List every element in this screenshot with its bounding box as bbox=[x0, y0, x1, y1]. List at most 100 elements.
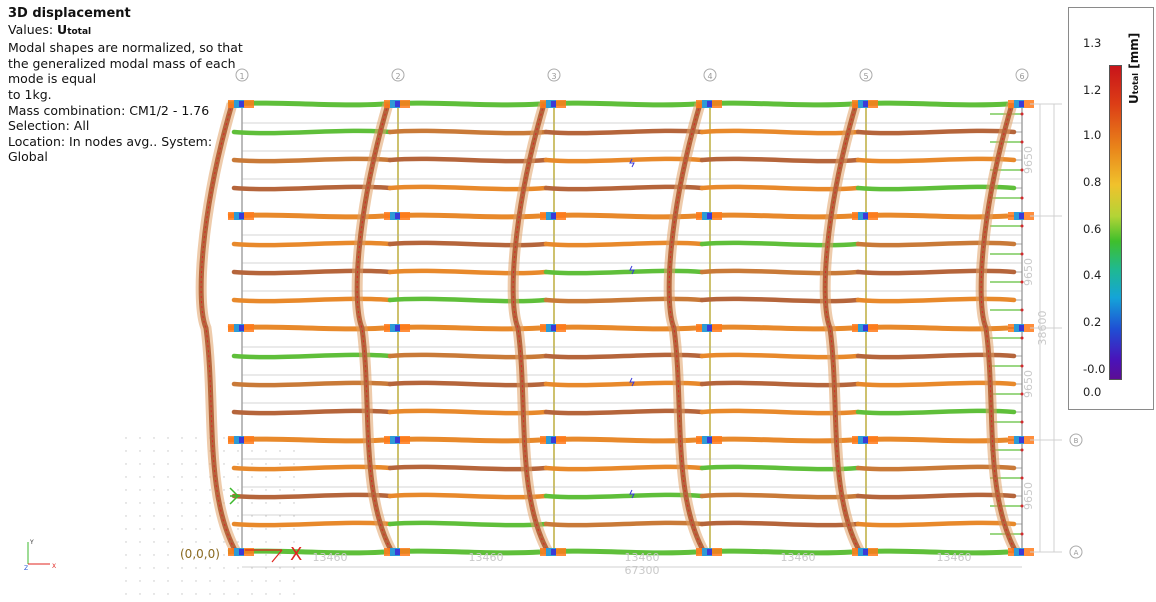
support-node bbox=[551, 549, 556, 555]
grid-dot bbox=[265, 528, 267, 530]
legend-value: 0.2 bbox=[1083, 315, 1102, 329]
deformed-beam bbox=[543, 268, 705, 276]
edge-node bbox=[1020, 392, 1024, 396]
grid-dot bbox=[167, 437, 169, 439]
dimension-lines bbox=[242, 103, 1062, 568]
deformed-beam bbox=[543, 128, 705, 136]
column-marker-1[interactable]: 1 bbox=[235, 68, 249, 82]
grid-dot bbox=[223, 567, 225, 569]
grid-dot bbox=[237, 567, 239, 569]
column-marker-5[interactable]: 5 bbox=[859, 68, 873, 82]
deformed-beam bbox=[699, 408, 861, 416]
column-marker-6[interactable]: 6 bbox=[1015, 68, 1029, 82]
grid-dot bbox=[139, 593, 141, 595]
grid-dot bbox=[251, 489, 253, 491]
grid-dot bbox=[265, 515, 267, 517]
grid-dot bbox=[195, 502, 197, 504]
column-marker-4[interactable]: 4 bbox=[703, 68, 717, 82]
grid-dot bbox=[251, 502, 253, 504]
grid-dot bbox=[181, 541, 183, 543]
support-node bbox=[551, 101, 556, 107]
edge-node bbox=[1020, 224, 1024, 228]
deformed-beam bbox=[855, 240, 1017, 248]
deformed-beam bbox=[231, 520, 393, 528]
grid-dot bbox=[223, 489, 225, 491]
grid-dot bbox=[153, 450, 155, 452]
grid-dot bbox=[195, 580, 197, 582]
column-marker-label: 5 bbox=[863, 72, 868, 81]
deformed-frames bbox=[195, 102, 1021, 555]
column-marker-label: 2 bbox=[395, 72, 400, 81]
grid-dot bbox=[251, 567, 253, 569]
span-label: 13460 bbox=[469, 551, 504, 564]
grid-dot bbox=[237, 593, 239, 595]
legend-title: Utotal [mm] bbox=[1127, 33, 1141, 104]
grid-dot bbox=[153, 593, 155, 595]
deformed-beam bbox=[855, 128, 1017, 136]
edge-node bbox=[1020, 420, 1024, 424]
column-marker-label: 4 bbox=[707, 72, 712, 81]
deformed-beam bbox=[855, 520, 1017, 528]
grid-dot bbox=[237, 580, 239, 582]
grid-dot bbox=[125, 541, 127, 543]
row-marker-b[interactable]: B bbox=[1069, 433, 1083, 447]
grid-dot bbox=[265, 580, 267, 582]
grid-dot bbox=[153, 567, 155, 569]
grid-dot bbox=[209, 528, 211, 530]
deformed-beam bbox=[699, 352, 861, 360]
support-node bbox=[395, 437, 400, 443]
deformed-frame bbox=[666, 103, 707, 554]
deformed-beam bbox=[699, 156, 861, 164]
grid-dot bbox=[265, 450, 267, 452]
grid-dot bbox=[293, 541, 295, 543]
row-marker-label: A bbox=[1074, 549, 1079, 557]
grid-dot bbox=[293, 450, 295, 452]
grid-dot bbox=[181, 593, 183, 595]
total-width-label: 67300 bbox=[625, 564, 660, 577]
grid-dot bbox=[251, 580, 253, 582]
origin-marker[interactable]: (0,0,0) X bbox=[180, 487, 302, 565]
deformed-beam bbox=[387, 408, 549, 416]
grid-dot bbox=[279, 476, 281, 478]
support-node bbox=[395, 325, 400, 331]
deformed-beam bbox=[543, 352, 705, 360]
grid-dot bbox=[167, 476, 169, 478]
vertical-span-label: 9650 bbox=[1022, 370, 1035, 398]
deformed-beam bbox=[855, 492, 1017, 500]
edge-node bbox=[1020, 364, 1024, 368]
column-marker-2[interactable]: 2 bbox=[391, 68, 405, 82]
support-node bbox=[1019, 325, 1024, 331]
grid-dot bbox=[279, 515, 281, 517]
grid-dot bbox=[125, 528, 127, 530]
deformed-beam bbox=[387, 352, 549, 360]
support-node bbox=[239, 213, 244, 219]
span-label: 13460 bbox=[625, 551, 660, 564]
grid-dot bbox=[153, 489, 155, 491]
grid-dot bbox=[139, 463, 141, 465]
deformed-beam bbox=[231, 128, 393, 136]
deformed-beam bbox=[699, 520, 861, 528]
row-marker-a[interactable]: A bbox=[1069, 545, 1083, 559]
column-marker-3[interactable]: 3 bbox=[547, 68, 561, 82]
deformed-beam bbox=[387, 240, 549, 248]
support-node bbox=[551, 325, 556, 331]
result-title: 3D displacement bbox=[8, 6, 131, 21]
deformed-beam bbox=[855, 352, 1017, 360]
grid-dot bbox=[139, 450, 141, 452]
grid-dot bbox=[153, 437, 155, 439]
grid-dot bbox=[293, 489, 295, 491]
deformed-frame bbox=[510, 103, 551, 554]
support-node bbox=[395, 549, 400, 555]
edge-node bbox=[1020, 504, 1024, 508]
origin-label: (0,0,0) bbox=[180, 547, 220, 561]
deformed-beam bbox=[699, 380, 861, 388]
values-line: Values: Utotal bbox=[8, 22, 258, 41]
grid-dot bbox=[167, 450, 169, 452]
deformed-beam bbox=[543, 380, 705, 388]
normalization-line-4: to 1kg. bbox=[8, 86, 52, 102]
grid-dot bbox=[251, 528, 253, 530]
support-node bbox=[551, 437, 556, 443]
grid-dot bbox=[279, 580, 281, 582]
legend-symbol: U bbox=[1127, 94, 1141, 104]
